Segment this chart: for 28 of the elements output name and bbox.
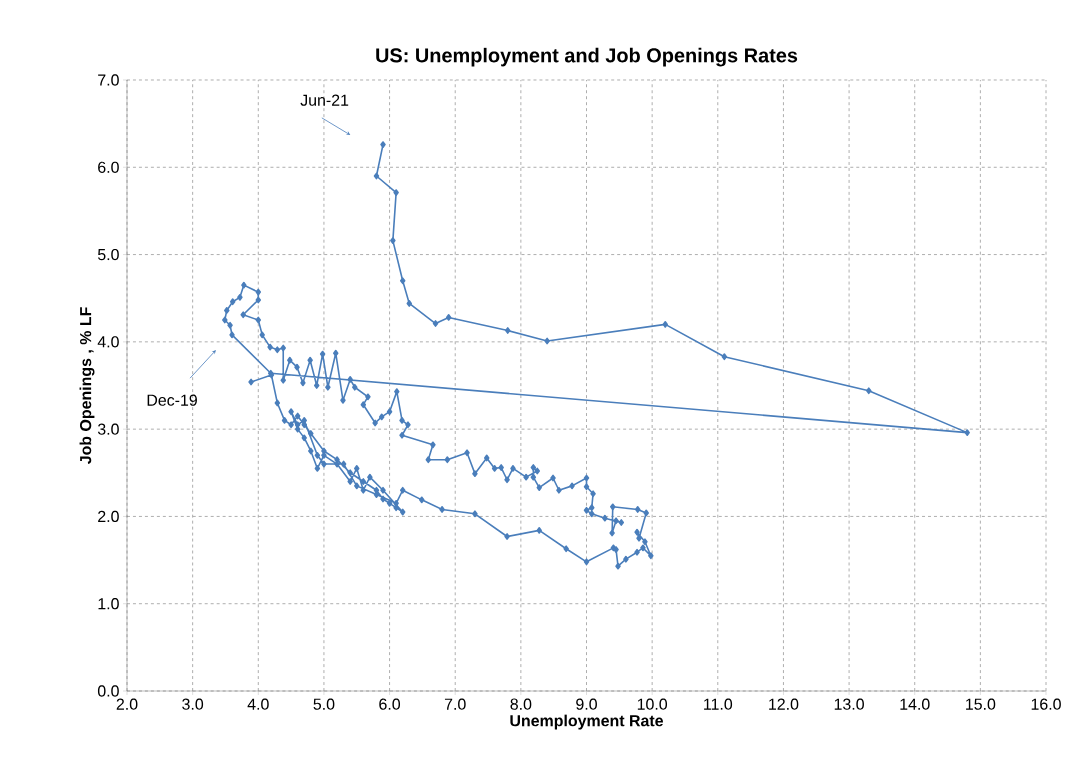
y-tick-label: 6.0 <box>98 161 119 173</box>
x-tick-label: 14.0 <box>900 698 930 710</box>
x-tick-label: 15.0 <box>966 698 996 710</box>
chart-title: US: Unemployment and Job Openings Rates <box>376 47 798 67</box>
y-tick-label: 4.0 <box>97 336 119 348</box>
x-tick-label: 16.0 <box>1031 698 1061 710</box>
y-tick-label: 2.0 <box>98 510 119 523</box>
y-tick-label: 5.0 <box>97 248 119 261</box>
x-tick-label: 3.0 <box>182 698 204 710</box>
x-tick-label: 13.0 <box>834 698 864 710</box>
y-tick-label: 7.0 <box>98 74 119 86</box>
x-tick-label: 11.0 <box>704 698 733 710</box>
x-tick-label: 12.0 <box>769 698 799 710</box>
x-tick-label: 2.0 <box>116 698 138 710</box>
x-tick-label: 8.0 <box>510 698 532 710</box>
x-tick-label: 7.0 <box>444 698 466 710</box>
x-axis-title: Unemployment Rate <box>510 714 663 730</box>
y-tick-label: 3.0 <box>97 423 119 435</box>
x-tick-label: 5.0 <box>313 698 335 710</box>
x-tick-label: 10.0 <box>637 698 668 710</box>
x-tick-label: 9.0 <box>576 698 597 710</box>
y-tick-label: 1.0 <box>98 598 119 610</box>
annotation: Jun-21 <box>300 94 349 106</box>
x-tick-label: 6.0 <box>379 698 401 710</box>
x-tick-label: 4.0 <box>247 698 269 710</box>
annotation: Dec-19 <box>147 394 197 406</box>
y-axis-title: Job Openings , % LF <box>79 307 95 465</box>
y-tick-label: 0.0 <box>97 685 119 697</box>
